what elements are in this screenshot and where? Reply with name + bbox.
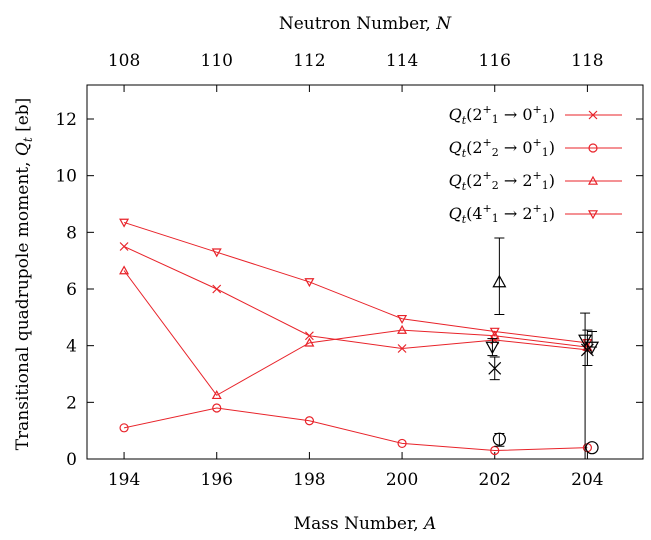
experimental-point	[492, 432, 506, 447]
x-tick-label: 196	[201, 470, 233, 490]
x-axis-label: Mass Number, A	[294, 514, 437, 534]
y-tick-label: 2	[66, 393, 77, 413]
triangle-down-marker	[587, 210, 599, 220]
legend-item-1: Qt(2+1 → 0+1)	[449, 103, 622, 127]
triangle-up-marker	[397, 324, 408, 334]
cross-marker	[212, 284, 222, 294]
x-tick-label: 202	[479, 470, 511, 490]
y-tick-label: 6	[66, 280, 77, 300]
cross-marker	[588, 110, 598, 120]
y-axis-label: Transitional quadrupole moment, Qt [eb]	[13, 98, 35, 451]
triangle-down-marker	[397, 314, 408, 324]
experimental-layer	[485, 237, 600, 460]
triangle-up-marker	[304, 337, 315, 347]
legend-item-2: Qt(2+2 → 0+1)	[449, 136, 622, 160]
legend-label: Qt(2+1 → 0+1)	[449, 103, 555, 127]
top-tick-label: 110	[201, 51, 233, 71]
cross-marker	[488, 361, 502, 375]
experimental-point	[580, 329, 594, 366]
triangle-down-marker	[211, 248, 222, 258]
circle-marker	[492, 432, 506, 446]
series-line	[123, 221, 588, 344]
y-tick-label: 4	[66, 337, 77, 357]
experimental-point	[585, 331, 600, 355]
plot-frame	[86, 84, 644, 460]
triangle-down-marker	[585, 341, 600, 355]
top-tick-label: 118	[571, 51, 603, 71]
x-tick-label: 194	[108, 470, 140, 490]
circle-marker	[588, 143, 598, 153]
y-tick-label: 10	[55, 167, 77, 187]
triangle-down-marker	[304, 278, 315, 288]
x-tick-label: 198	[293, 470, 325, 490]
top-tick-label: 108	[108, 51, 140, 71]
top-axis-label: Neutron Number, N	[279, 14, 452, 34]
cross-marker	[580, 343, 594, 357]
triangle-down-marker	[578, 334, 593, 348]
circle-marker	[397, 438, 407, 449]
experimental-point	[578, 312, 593, 460]
top-tick-label: 112	[293, 51, 325, 71]
series-1	[119, 242, 592, 355]
series-2	[119, 403, 593, 456]
y-tick-label: 12	[55, 110, 77, 130]
cross-marker	[397, 344, 407, 353]
experimental-point	[485, 338, 500, 357]
circle-marker	[304, 416, 314, 426]
triangle-down-marker	[489, 327, 500, 337]
experimental-point	[585, 441, 599, 455]
y-tick-label: 0	[66, 450, 77, 470]
triangle-up-marker	[211, 390, 222, 400]
legend-item-4: Qt(4+1 → 2+1)	[449, 202, 622, 226]
experimental-point	[488, 356, 502, 381]
top-tick-label: 116	[479, 51, 511, 71]
legend-label: Qt(2+2 → 2+1)	[449, 169, 555, 193]
series-line	[123, 407, 588, 452]
experimental-point	[492, 237, 507, 315]
series-line	[123, 270, 588, 396]
legend-item-3: Qt(2+2 → 2+1)	[449, 169, 622, 193]
series-3	[119, 265, 593, 400]
series-layer	[119, 218, 593, 456]
legend: Qt(2+1 → 0+1) Qt(2+2 → 0+1) Qt(2+2 → 2+1) Q…	[449, 103, 622, 226]
x-tick-label: 200	[386, 470, 418, 490]
triangle-up-marker	[119, 265, 130, 275]
legend-label: Qt(2+2 → 0+1)	[449, 136, 555, 160]
triangle-down-marker	[119, 218, 130, 228]
series-line	[123, 246, 588, 351]
triangle-up-marker	[492, 274, 507, 288]
cross-marker	[304, 331, 314, 341]
circle-marker	[119, 423, 129, 433]
top-tick-label: 114	[386, 51, 418, 71]
triangle-up-marker	[587, 175, 599, 185]
x-tick-label: 204	[571, 470, 603, 490]
circle-marker	[585, 441, 599, 455]
y-tick-label: 8	[66, 223, 77, 243]
series-4	[119, 218, 593, 349]
legend-label: Qt(4+1 → 2+1)	[449, 202, 555, 226]
cross-marker	[119, 242, 129, 251]
triangle-down-marker	[485, 341, 500, 355]
circle-marker	[212, 403, 222, 413]
